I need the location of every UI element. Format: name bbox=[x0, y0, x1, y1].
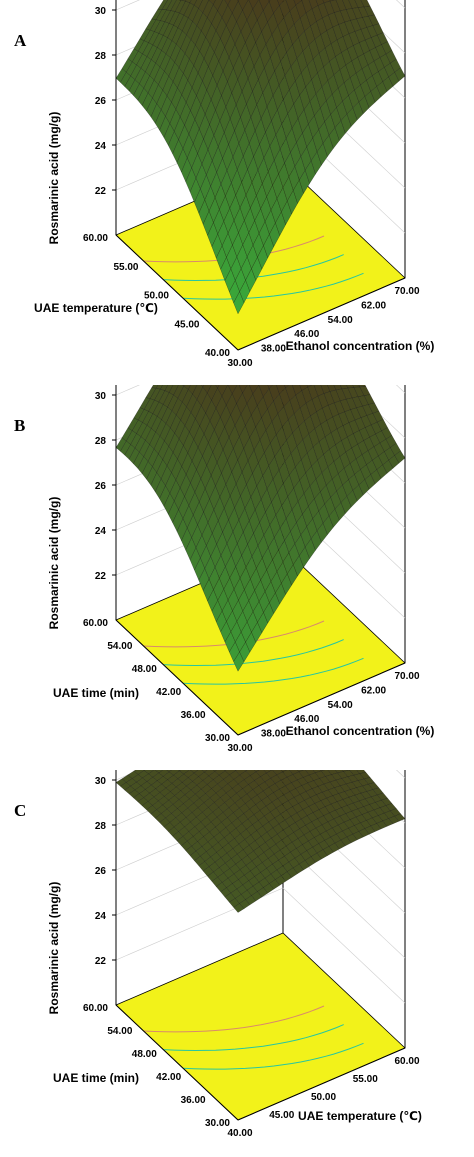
y-tick-label: 42.00 bbox=[156, 687, 181, 698]
y-tick-label: 42.00 bbox=[156, 1072, 181, 1083]
z-tick-label: 24 bbox=[95, 911, 107, 922]
panel-label: A bbox=[14, 31, 27, 50]
panel-label: C bbox=[14, 801, 26, 820]
z-tick-label: 22 bbox=[95, 956, 107, 967]
chart-panel-a: A22242628303234Rosmarinic acid (mg/g)30.… bbox=[0, 0, 474, 380]
z-tick-label: 30 bbox=[95, 776, 107, 787]
y-tick-label: 36.00 bbox=[181, 1095, 206, 1106]
z-tick-label: 24 bbox=[95, 526, 107, 537]
y-axis-label: UAE time (min) bbox=[53, 1071, 139, 1085]
x-tick-label: 30.00 bbox=[227, 358, 252, 369]
z-tick-label: 26 bbox=[95, 96, 107, 107]
floor-contours bbox=[143, 1005, 364, 1070]
y-axis-label: UAE time (min) bbox=[53, 686, 139, 700]
z-tick-label: 24 bbox=[95, 141, 107, 152]
z-tick-label: 28 bbox=[95, 436, 107, 447]
x-tick-label: 38.00 bbox=[261, 729, 286, 740]
y-tick-label: 60.00 bbox=[83, 233, 108, 244]
z-tick-label: 30 bbox=[95, 6, 107, 17]
x-tick-label: 46.00 bbox=[294, 329, 319, 340]
floor-contour-plane bbox=[115, 932, 406, 1121]
y-tick-label: 54.00 bbox=[107, 641, 132, 652]
x-axis-label: Ethanol concentration (%) bbox=[286, 724, 435, 738]
chart-panel-b: B22242628303234Rosmarinic acid (mg/g)30.… bbox=[0, 385, 474, 765]
z-tick-label: 22 bbox=[95, 186, 107, 197]
x-tick-label: 62.00 bbox=[361, 300, 386, 311]
y-tick-label: 60.00 bbox=[83, 618, 108, 629]
x-tick-label: 45.00 bbox=[269, 1110, 294, 1121]
y-tick-label: 55.00 bbox=[113, 262, 138, 273]
y-tick-label: 40.00 bbox=[205, 348, 230, 359]
z-axis-label: Rosmarinic acid (mg/g) bbox=[47, 882, 61, 1015]
x-axis-label: UAE temperature (℃) bbox=[298, 1109, 422, 1123]
z-tick-label: 28 bbox=[95, 51, 107, 62]
x-tick-label: 54.00 bbox=[328, 700, 353, 711]
chart-panel-c: C22242628303234Rosmarinic acid (mg/g)40.… bbox=[0, 770, 474, 1150]
x-tick-label: 62.00 bbox=[361, 685, 386, 696]
panel-label: B bbox=[14, 416, 25, 435]
y-tick-label: 30.00 bbox=[205, 1118, 230, 1129]
x-tick-label: 30.00 bbox=[227, 743, 252, 754]
z-axis-label: Rosmarinic acid (mg/g) bbox=[47, 497, 61, 630]
y-tick-label: 30.00 bbox=[205, 733, 230, 744]
y-tick-label: 54.00 bbox=[107, 1026, 132, 1037]
y-tick-label: 48.00 bbox=[132, 664, 157, 675]
x-tick-label: 55.00 bbox=[353, 1074, 378, 1085]
surface-chart-svg: B22242628303234Rosmarinic acid (mg/g)30.… bbox=[14, 385, 435, 754]
z-tick-label: 26 bbox=[95, 481, 107, 492]
x-tick-label: 40.00 bbox=[227, 1128, 252, 1139]
y-axis-label: UAE temperature (℃) bbox=[34, 301, 158, 315]
x-tick-label: 50.00 bbox=[311, 1092, 336, 1103]
x-tick-label: 46.00 bbox=[294, 714, 319, 725]
z-tick-label: 22 bbox=[95, 571, 107, 582]
x-tick-label: 38.00 bbox=[261, 344, 286, 355]
x-axis-label: Ethanol concentration (%) bbox=[286, 339, 435, 353]
x-tick-label: 60.00 bbox=[394, 1056, 419, 1067]
surface-chart-svg: C22242628303234Rosmarinic acid (mg/g)40.… bbox=[14, 770, 422, 1139]
z-tick-label: 26 bbox=[95, 866, 107, 877]
surface-chart-svg: A22242628303234Rosmarinic acid (mg/g)30.… bbox=[14, 0, 435, 369]
response-surface bbox=[115, 385, 406, 672]
response-surface bbox=[115, 770, 406, 913]
response-surface bbox=[115, 0, 406, 315]
y-tick-label: 50.00 bbox=[144, 291, 169, 302]
y-tick-label: 60.00 bbox=[83, 1003, 108, 1014]
x-tick-label: 70.00 bbox=[394, 286, 419, 297]
x-tick-label: 70.00 bbox=[394, 671, 419, 682]
z-axis-label: Rosmarinic acid (mg/g) bbox=[47, 112, 61, 245]
z-tick-label: 30 bbox=[95, 391, 107, 402]
z-tick-label: 28 bbox=[95, 821, 107, 832]
y-tick-label: 48.00 bbox=[132, 1049, 157, 1060]
y-tick-label: 36.00 bbox=[181, 710, 206, 721]
y-tick-label: 45.00 bbox=[174, 319, 199, 330]
x-tick-label: 54.00 bbox=[328, 315, 353, 326]
